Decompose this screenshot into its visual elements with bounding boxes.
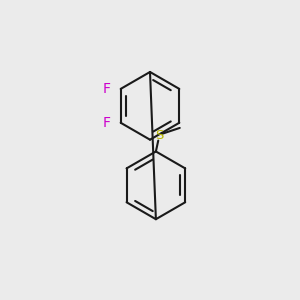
Text: F: F — [103, 82, 110, 96]
Text: F: F — [103, 116, 110, 130]
Text: S: S — [155, 129, 164, 142]
